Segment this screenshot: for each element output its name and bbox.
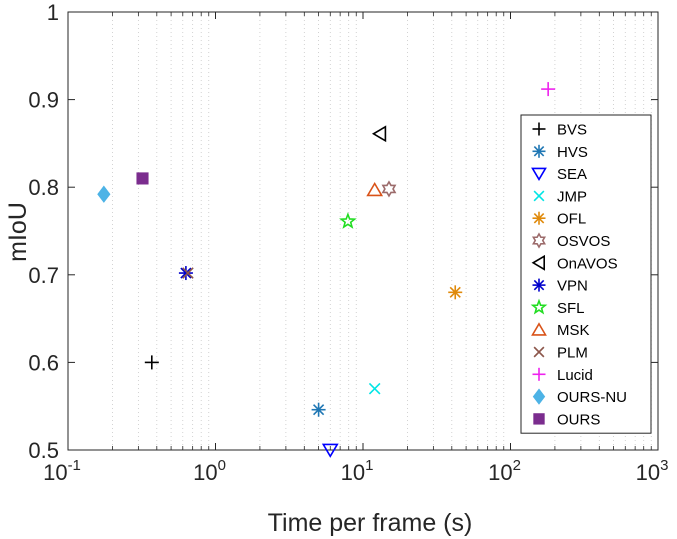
legend-item: HVS [532, 144, 588, 161]
data-point-sea [321, 443, 339, 458]
data-point-ours-nu [97, 185, 111, 203]
data-point-osvos [381, 180, 397, 198]
legend-item: OSVOS [531, 232, 610, 250]
data-point-jmp [368, 382, 381, 395]
data-point-msk [366, 181, 384, 197]
y-tick-label: 0.6 [28, 350, 59, 375]
legend-box [520, 114, 652, 434]
legend-marker [531, 232, 547, 249]
legend-marker [531, 322, 547, 336]
y-tick-label: 0.5 [28, 438, 59, 463]
x-tick-label: 101 [341, 457, 374, 485]
legend-label: JMP [557, 188, 587, 205]
x-tick-exponent: 0 [218, 457, 226, 474]
x-tick-base: 10 [341, 460, 365, 485]
legend-label: BVS [557, 122, 587, 139]
legend-label: HVS [557, 144, 588, 161]
legend-label: OFL [557, 211, 586, 228]
x-axis-label: Time per frame (s) [268, 509, 473, 537]
legend-marker [532, 367, 546, 381]
legend-marker [532, 388, 546, 405]
data-point-plm [182, 267, 194, 279]
legend-marker [532, 144, 546, 158]
x-tick-label: 102 [488, 457, 521, 485]
legend-label: MSK [557, 322, 590, 339]
legend-item: MSK [531, 322, 590, 339]
data-point-vpn [178, 266, 193, 281]
legend-item: PLM [533, 345, 588, 362]
legend-label: Lucid [557, 367, 593, 384]
data-point-ours [136, 172, 149, 185]
legend-marker [533, 346, 545, 358]
legend-item: OFL [532, 211, 586, 228]
y-axis-label: mIoU [4, 202, 32, 262]
x-tick-base: 10 [488, 460, 512, 485]
x-tick-label: 10-1 [43, 457, 81, 485]
x-tick-exponent: 2 [513, 457, 521, 474]
legend-item: JMP [533, 188, 587, 205]
legend-item: OURS-NU [532, 388, 627, 406]
data-point-ofl [448, 285, 463, 300]
plot-area: 10-1 100 101 102 1030.50.60.70.80.91BVSHVSSE… [28, 0, 668, 485]
legend-label: VPN [557, 278, 588, 295]
y-tick-label: 1 [47, 0, 59, 25]
legend-marker [532, 278, 546, 292]
legend-marker [531, 254, 546, 271]
legend-label: SFL [557, 300, 585, 317]
legend-item: BVS [532, 122, 587, 139]
x-tick-base: 10 [193, 460, 217, 485]
x-tick-label: 100 [193, 457, 226, 485]
data-point-bvs [144, 355, 159, 370]
data-point-onavos [371, 125, 387, 143]
y-ticks: 0.5 0.6 0.7 0.8 0.9 1 [28, 0, 658, 463]
legend-item: SFL [530, 298, 585, 317]
x-tick-label: 103 [636, 457, 669, 485]
legend-item: SEA [531, 166, 587, 183]
legend-marker [533, 413, 545, 425]
legend-label: PLM [557, 345, 588, 362]
x-tick-base: 10 [43, 460, 67, 485]
legend-item: VPN [532, 278, 588, 295]
data-point-hvs [311, 402, 326, 417]
x-ticks: 10-1 100 101 102 103 [43, 12, 668, 485]
legend-label: SEA [557, 166, 587, 183]
legend-label: OURS-NU [557, 389, 627, 406]
data-point-lucid [541, 82, 556, 97]
legend-marker [531, 167, 547, 182]
x-tick-exponent: 1 [365, 457, 373, 474]
legend-label: OnAVOS [557, 255, 618, 272]
data-point-sfl [339, 212, 357, 229]
legend-label: OSVOS [557, 233, 610, 250]
legend-label: OURS [557, 411, 600, 428]
x-tick-base: 10 [636, 460, 660, 485]
legend-marker [530, 298, 548, 315]
legend-marker [533, 190, 545, 202]
legend-item: OURS [533, 411, 600, 428]
data-points [97, 82, 556, 458]
y-tick-label: 0.9 [28, 88, 59, 113]
y-tick-label: 0.8 [28, 175, 59, 200]
legend-marker [532, 122, 546, 136]
y-tick-label: 0.7 [28, 263, 59, 288]
x-tick-exponent: -1 [68, 457, 81, 474]
x-tick-exponent: 3 [660, 457, 668, 474]
legend-item: Lucid [532, 367, 593, 384]
legend: BVS HVS SEA JMP OFL OSVOS OnAVOS VPN SFL MSK PLM Lu… [520, 114, 652, 434]
legend-item: OnAVOS [531, 254, 618, 272]
legend-marker [532, 211, 546, 225]
